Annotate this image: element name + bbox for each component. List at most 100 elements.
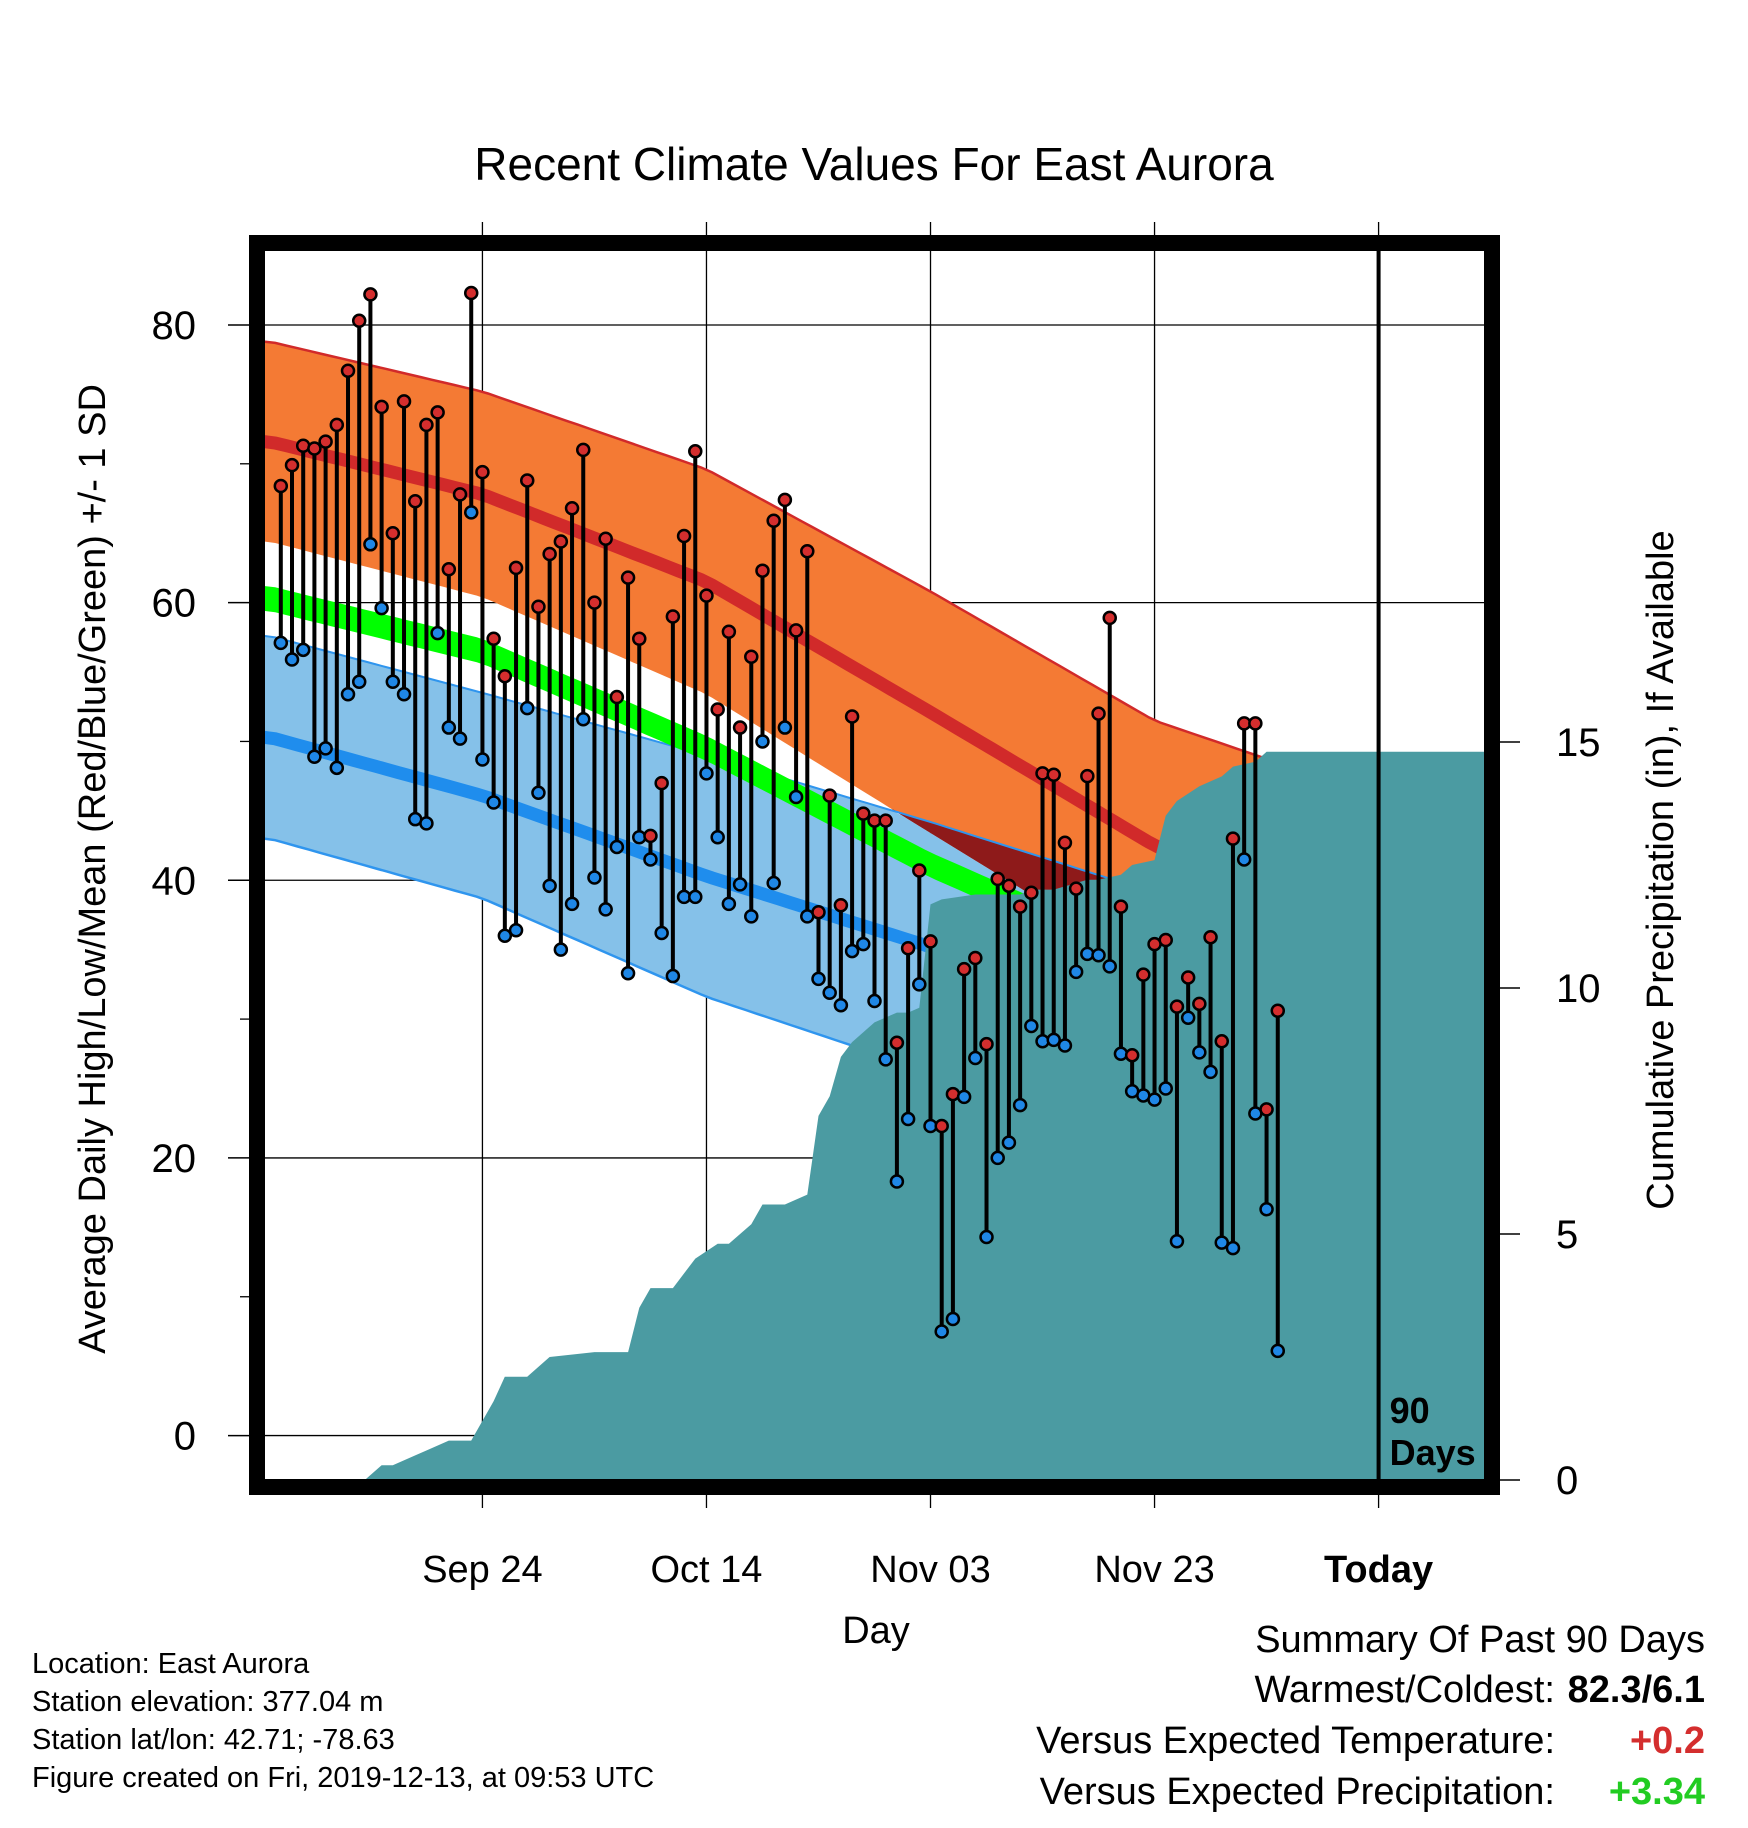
x-tick-label: Today: [1324, 1549, 1433, 1591]
warmest-coldest-value: 82.3/6.1: [1567, 1669, 1705, 1711]
daily-high-point: [912, 863, 927, 878]
daily-low-point: [1024, 1018, 1039, 1034]
daily-temperatures: [273, 285, 1286, 1359]
daily-high-point: [318, 434, 333, 449]
daily-high-point: [900, 941, 916, 956]
x-axis-label: Day: [842, 1610, 910, 1652]
daily-low-point: [1091, 947, 1106, 963]
warmest-coldest-label: Warmest/Coldest:: [1254, 1669, 1555, 1711]
axes: 0 20 40 60 80 0 5 10 15 Sep 24 Oct 14 Nov 03 Nov 23 T…: [152, 304, 1601, 1591]
daily-high-point: [396, 394, 412, 409]
daily-low-point: [811, 971, 826, 987]
daily-low-point: [1158, 1081, 1173, 1096]
precipitation-anomaly-value: +3.34: [1608, 1771, 1705, 1813]
daily-low-point: [979, 1229, 994, 1245]
daily-high-point: [531, 599, 546, 615]
daily-high-point: [665, 609, 681, 624]
daily-low-point: [945, 1311, 961, 1327]
daily-low-point: [777, 720, 793, 735]
daily-low-point: [620, 966, 636, 981]
daily-high-point: [1080, 768, 1095, 784]
daily-low-point: [329, 760, 345, 776]
daily-low-point: [968, 1050, 983, 1066]
daily-high-point: [1158, 932, 1173, 948]
daily-low-point: [419, 816, 434, 831]
daily-low-point: [1147, 1092, 1162, 1107]
daily-low-point: [1046, 1032, 1061, 1048]
daily-high-point: [620, 570, 636, 585]
daily-high-point: [878, 813, 893, 828]
daily-high-point: [1169, 999, 1185, 1014]
daily-high-point: [777, 492, 793, 508]
daily-low-point: [374, 600, 389, 616]
summary-panel: Summary Of Past 90 Days Warmest/Coldest:…: [1036, 1615, 1705, 1818]
daily-high-point: [744, 649, 759, 665]
today-marker: 90 Days: [1376, 250, 1476, 1480]
daily-low-point: [744, 909, 759, 924]
y-tick-label: 40: [152, 859, 197, 903]
precipitation-anomaly-label: Versus Expected Precipitation:: [1039, 1771, 1555, 1813]
summary-precipitation-row: Versus Expected Precipitation: +3.34: [1036, 1767, 1705, 1818]
daily-high-point: [1259, 1102, 1274, 1117]
daily-high-point: [1270, 1003, 1286, 1019]
daily-high-point: [643, 828, 658, 844]
daily-low-point: [531, 785, 546, 801]
daily-high-point: [463, 285, 479, 301]
daily-low-point: [1259, 1202, 1274, 1217]
daily-high-point: [497, 668, 513, 684]
daily-high-point: [934, 1118, 949, 1134]
daily-low-point: [564, 896, 580, 912]
y-tick-label: 0: [174, 1415, 196, 1459]
daily-low-point: [486, 795, 501, 810]
y2-tick-label: 10: [1556, 967, 1601, 1011]
daily-high-point: [1102, 610, 1117, 626]
daily-low-point: [497, 928, 513, 944]
daily-low-point: [284, 652, 300, 667]
daily-low-point: [307, 749, 322, 764]
daily-low-point: [1236, 852, 1252, 867]
daily-low-point: [519, 700, 535, 716]
daily-high-point: [1225, 831, 1241, 846]
daily-low-point: [576, 711, 591, 727]
daily-high-point: [721, 624, 737, 640]
daily-low-point: [1001, 1135, 1017, 1150]
summary-title: Summary Of Past 90 Days: [1255, 1619, 1705, 1661]
daily-high-point: [710, 702, 725, 717]
y2-tick-label: 5: [1556, 1213, 1578, 1257]
daily-high-point: [542, 546, 557, 562]
daily-high-point: [1046, 767, 1061, 783]
daily-low-point: [934, 1324, 949, 1339]
daily-low-point: [273, 635, 289, 651]
chart-title: Recent Climate Values For East Aurora: [474, 138, 1274, 190]
daily-low-point: [822, 985, 837, 1000]
daily-high-point: [856, 806, 871, 821]
x-tick-label: Nov 03: [870, 1549, 990, 1591]
daily-high-point: [732, 720, 748, 735]
daily-high-point: [475, 464, 490, 480]
daily-high-point: [990, 871, 1005, 887]
daily-low-point: [1102, 959, 1117, 974]
daily-high-point: [923, 934, 938, 949]
daily-low-point: [688, 889, 703, 905]
daily-low-point: [1192, 1045, 1207, 1060]
daily-high-point: [632, 631, 647, 646]
temperature-anomaly-value: +0.2: [1629, 1720, 1705, 1762]
y2-tick-label: 0: [1556, 1459, 1578, 1503]
daily-low-point: [721, 896, 737, 912]
station-latlon: Station lat/lon: 42.71; -78.63: [32, 1724, 395, 1756]
daily-high-point: [508, 560, 524, 576]
daily-high-point: [654, 775, 669, 791]
daily-low-point: [1180, 1010, 1196, 1025]
daily-high-point: [385, 525, 401, 541]
y-tick-label: 20: [152, 1137, 197, 1181]
daily-high-point: [968, 950, 983, 966]
x-tick-label: Sep 24: [422, 1549, 542, 1591]
daily-low-point: [699, 766, 714, 781]
daily-low-point: [587, 870, 602, 885]
daily-low-point: [340, 686, 356, 702]
daily-high-point: [844, 709, 860, 724]
daily-low-point: [430, 625, 445, 641]
daily-high-point: [800, 544, 815, 559]
daily-high-point: [609, 689, 625, 705]
daily-high-point: [1248, 716, 1263, 731]
